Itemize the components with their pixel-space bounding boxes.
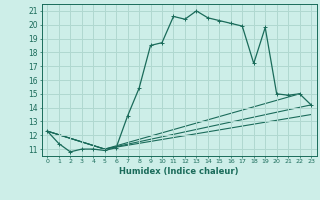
X-axis label: Humidex (Indice chaleur): Humidex (Indice chaleur) <box>119 167 239 176</box>
